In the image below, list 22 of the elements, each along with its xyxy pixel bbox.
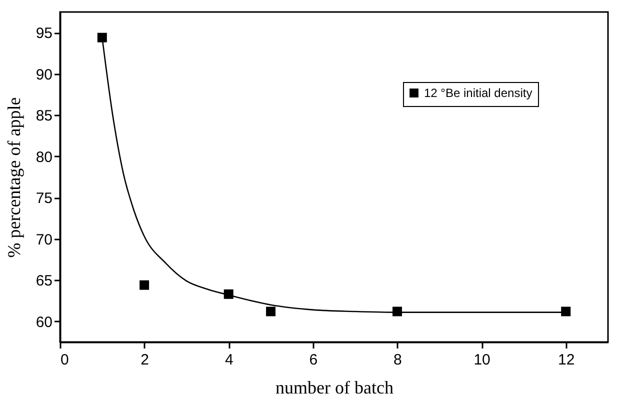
point (140, 280, 150, 290)
x-tick-label: 4 (224, 352, 234, 368)
x-tick-label: 8 (394, 352, 402, 368)
y-tick-label: 60 (36, 314, 52, 331)
x-axis-title: number of batch (276, 378, 394, 398)
x-tick-label: 10 (474, 352, 490, 368)
x-tick-label: 0 (60, 352, 69, 368)
x-tick-label: 12 (558, 352, 575, 368)
y-axis-title: % percentage of apple (4, 97, 24, 258)
y-tick-label: 90 (36, 66, 52, 84)
x-tick-label: 6 (309, 352, 318, 368)
y-tick-label: 65 (36, 272, 52, 290)
point (266, 306, 276, 316)
y-tick-label: 85 (36, 108, 52, 125)
x-tick-label: 2 (140, 352, 149, 368)
y-tick-label: 80 (36, 148, 52, 166)
point (97, 32, 107, 42)
legend-label: 12 °Be initial density (424, 86, 532, 100)
y-tick-label: 75 (36, 190, 52, 208)
y-tick-label: 70 (36, 231, 52, 248)
point (561, 306, 571, 316)
y-tick-label: 95 (36, 25, 52, 42)
